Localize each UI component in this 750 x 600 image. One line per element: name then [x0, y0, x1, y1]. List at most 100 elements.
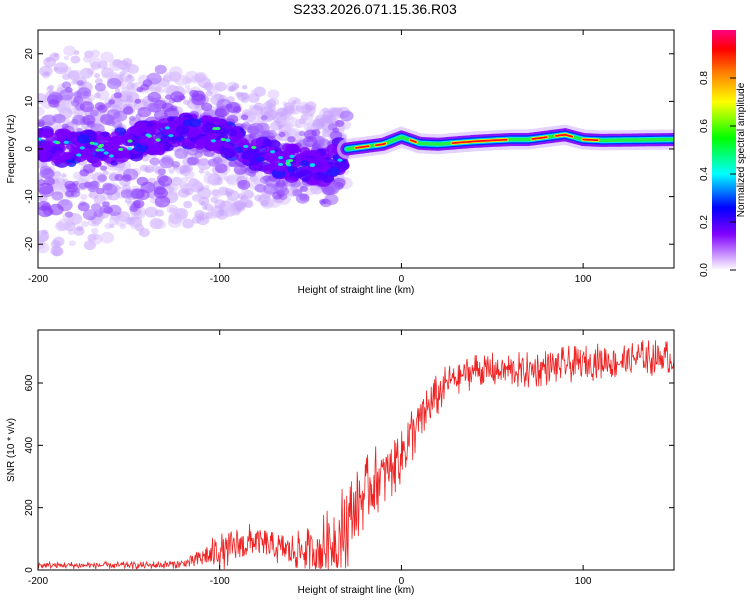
spectral-scatter-blob [102, 170, 109, 176]
spectral-cluster-blob [114, 173, 124, 182]
spectral-cluster-blob [78, 182, 88, 190]
spectral-line-peak [582, 138, 599, 142]
spectral-highlight-blob [63, 140, 69, 144]
spectral-cluster-blob [135, 113, 143, 119]
spectral-scatter-blob [198, 169, 205, 174]
spectral-cluster-blob [187, 156, 200, 166]
snr-ytick-label: 200 [24, 499, 35, 516]
spectral-cluster-blob [48, 99, 60, 108]
spectral-cluster-blob [299, 193, 308, 200]
colorbar-tick-label: 0.2 [699, 215, 710, 229]
spectral-highlight-blob [225, 138, 231, 142]
spectrogram-ytick-label: 0 [24, 146, 35, 152]
spectral-cluster-blob [278, 131, 286, 138]
spectral-scatter-blob [80, 193, 88, 201]
spectral-cluster-blob [38, 200, 51, 211]
spectral-scatter-blob [149, 83, 162, 94]
spectral-cluster-blob [51, 191, 64, 201]
spectral-scatter-blob [203, 82, 214, 91]
snr-frame [37, 329, 675, 571]
spectral-scatter-blob [138, 230, 145, 236]
spectral-highlight-blob [79, 146, 85, 150]
spectral-band-blob [255, 156, 265, 163]
spectral-scatter-blob [70, 55, 81, 64]
spectral-scatter-blob [73, 226, 85, 236]
spectral-cluster-blob [65, 183, 78, 193]
spectral-scatter-blob [312, 118, 322, 127]
spectral-cluster-blob [79, 101, 95, 113]
spectral-band-blob [326, 143, 341, 154]
spectrogram-xtick-label: -200 [28, 274, 48, 285]
spectrogram-ytick-label: 10 [24, 95, 35, 107]
spectral-line-peak [451, 138, 508, 145]
spectral-band-blob [39, 156, 48, 163]
spectral-band-blob [226, 128, 238, 137]
spectral-highlight-blob [103, 151, 109, 155]
spectral-scatter-blob [241, 84, 248, 90]
spectral-cluster-blob [97, 174, 108, 182]
spectral-band-blob [321, 174, 335, 184]
spectral-band-blob [274, 147, 282, 153]
spectral-scatter-blob [240, 194, 248, 201]
spectral-scatter-blob [119, 71, 125, 77]
spectral-scatter-blob [206, 208, 220, 220]
spectral-scatter-blob [265, 99, 277, 108]
spectral-cluster-blob [111, 120, 123, 129]
spectral-cluster-blob [106, 78, 122, 90]
spectral-scatter-blob [73, 50, 80, 55]
spectral-scatter-blob [89, 57, 102, 68]
spectral-band-blob [323, 163, 332, 170]
spectral-scatter-blob [212, 86, 218, 91]
spectral-band-blob [295, 152, 307, 162]
spectral-scatter-blob [63, 45, 76, 56]
spectral-scatter-blob [48, 84, 55, 90]
spectral-scatter-blob [244, 200, 254, 209]
spectral-band-blob [110, 160, 118, 166]
spectral-cluster-blob [147, 102, 160, 113]
spectral-highlight-blob [127, 147, 133, 151]
spectral-scatter-blob [38, 239, 45, 250]
spectral-cluster-blob [104, 102, 112, 109]
spectral-scatter-blob [122, 57, 133, 67]
spectral-scatter-blob [300, 114, 313, 125]
spectral-scatter-blob [70, 80, 77, 86]
spectral-cluster-blob [64, 211, 73, 218]
spectral-band-blob [273, 161, 288, 172]
spectral-scatter-blob [304, 184, 318, 196]
spectral-band-blob [38, 130, 44, 139]
spectral-highlight-blob [93, 142, 99, 146]
chart-title: S233.2026.071.15.36.R03 [293, 1, 457, 17]
spectral-highlight-blob [243, 144, 249, 149]
spectral-band-blob [129, 153, 138, 159]
spectral-highlight-blob [269, 150, 276, 154]
snr-ytick-label: 0 [24, 567, 35, 573]
spectral-cluster-blob [278, 187, 290, 196]
spectral-scatter-blob [276, 107, 288, 118]
spectral-band-blob [312, 171, 325, 181]
spectral-cluster-blob [99, 205, 111, 214]
spectral-highlight-blob [164, 126, 171, 130]
spectral-cluster-blob [201, 102, 213, 112]
spectral-cluster-blob [82, 114, 96, 125]
spectral-band-blob [297, 169, 314, 181]
spectral-scatter-blob [39, 65, 53, 77]
spectral-scatter-blob [247, 108, 254, 113]
spectral-cluster-blob [214, 108, 227, 118]
snr-xtick-label: 100 [575, 576, 592, 587]
snr-xtick-label: -100 [210, 576, 230, 587]
spectral-cluster-blob [120, 189, 133, 199]
spectral-scatter-blob [125, 86, 136, 96]
spectral-scatter-blob [64, 220, 73, 228]
spectral-scatter-blob [114, 214, 129, 227]
spectral-band-blob [52, 150, 69, 162]
spectral-cluster-blob [106, 109, 121, 120]
spectral-highlight-blob [76, 153, 82, 157]
spectral-scatter-blob [283, 122, 294, 131]
spectral-scatter-blob [43, 71, 49, 76]
spectral-scatter-blob [191, 193, 202, 203]
spectral-scatter-blob [93, 73, 100, 79]
spectral-scatter-blob [167, 190, 179, 201]
spectral-highlight-blob [118, 147, 124, 151]
spectrogram-ytick-label: 20 [24, 48, 35, 60]
